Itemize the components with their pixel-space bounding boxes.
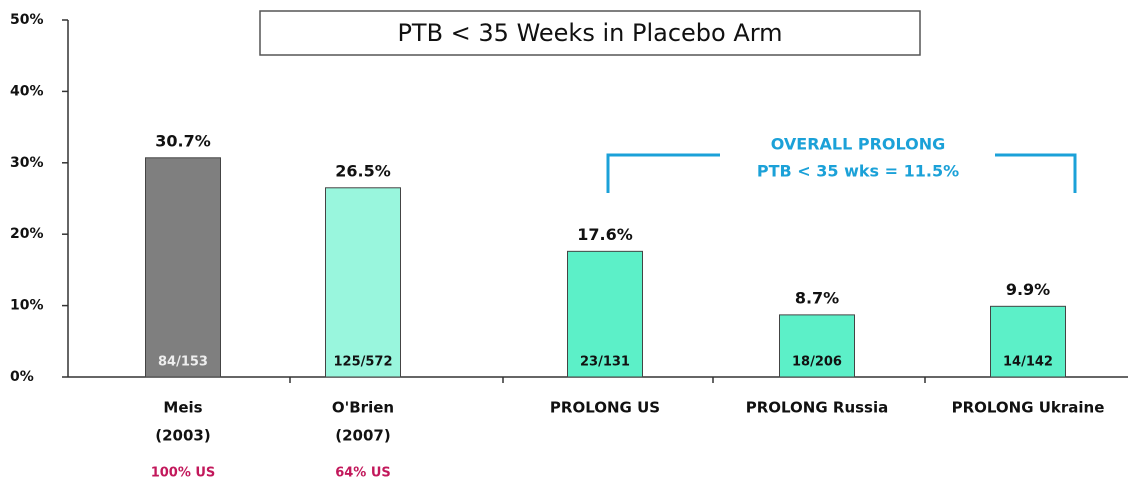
bar [567, 250, 643, 378]
count-label: 84/153 [158, 355, 208, 370]
x-tick-label: O'Brien [332, 399, 394, 417]
x-tick-label: PROLONG Russia [746, 399, 889, 417]
data-label: 30.7% [155, 131, 211, 150]
count-label: 14/142 [1003, 355, 1053, 370]
x-tick-sublabel: (2007) [335, 427, 390, 445]
title-box [259, 10, 921, 56]
count-label: 23/131 [580, 355, 630, 370]
annotation: OVERALL PROLONG [771, 135, 946, 154]
x-tick-label: PROLONG Ukraine [952, 399, 1105, 417]
bar [325, 187, 401, 378]
y-tick-label: 30% [10, 155, 44, 171]
bar [779, 314, 855, 378]
annotation: PTB < 35 wks = 11.5% [757, 162, 959, 181]
x-tick-sublabel: (2003) [155, 427, 210, 445]
data-label: 26.5% [335, 161, 391, 180]
x-tick-label: PROLONG US [550, 399, 660, 417]
y-tick-label: 0% [10, 369, 34, 385]
annotation-bracket [606, 153, 1077, 193]
data-label: 8.7% [795, 288, 839, 307]
y-tick-label: 40% [10, 83, 44, 99]
bar [990, 305, 1066, 378]
count-label: 18/206 [792, 355, 842, 370]
bar [145, 157, 221, 378]
y-tick-label: 20% [10, 226, 44, 242]
data-label: 17.6% [577, 225, 633, 244]
data-label: 9.9% [1006, 280, 1050, 299]
us-share-label: 100% US [151, 466, 216, 481]
y-tick-label: 50% [10, 12, 44, 28]
y-tick-label: 10% [10, 298, 44, 314]
x-tick-label: Meis [163, 399, 202, 417]
count-label: 125/572 [333, 355, 392, 370]
us-share-label: 64% US [335, 466, 391, 481]
chart-title: PTB < 35 Weeks in Placebo Arm [397, 19, 782, 47]
